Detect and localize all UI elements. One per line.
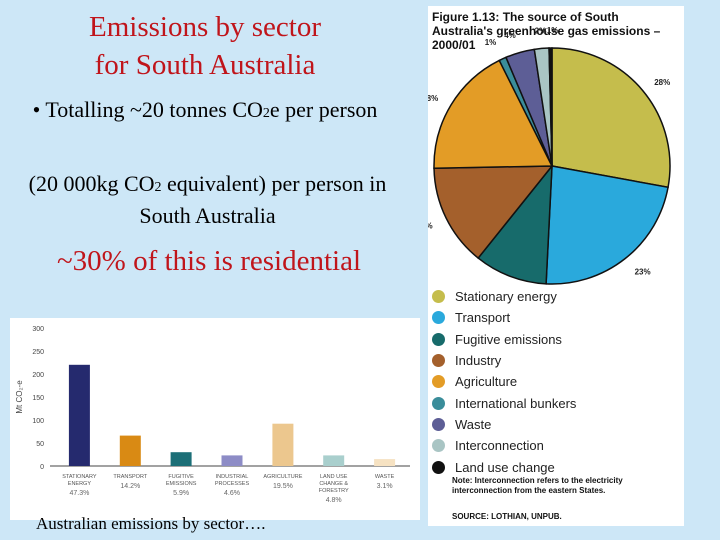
pie-label-agriculture: 18% <box>428 94 438 103</box>
y-tick-label: 100 <box>32 418 44 425</box>
bar-caption: Australian emissions by sector…. <box>36 514 266 533</box>
pie-label-waste: 4% <box>504 31 516 40</box>
bar-stationary-energy <box>68 364 90 466</box>
pie-slice-agriculture <box>433 59 554 169</box>
slide-title: Emissions by sector for South Australia <box>20 8 390 84</box>
title-line-1: Emissions by sector <box>89 11 321 43</box>
x-tick-label: AGRICULTURE <box>263 474 302 480</box>
pie-source: SOURCE: LOTHIAN, UNPUB. <box>452 512 562 521</box>
x-tick-label: FUGITIVE EMISSIONS <box>166 474 197 487</box>
legend-swatch <box>432 332 445 346</box>
pie-title: Figure 1.13: The source of South Austral… <box>432 10 661 52</box>
bar-percent-label: 4.6% <box>224 490 240 497</box>
legend-item-fugitive-emissions: Fugitive emissions <box>432 329 682 350</box>
y-tick-label: 50 <box>36 441 44 448</box>
bar-waste <box>374 459 396 466</box>
legend-item-waste: Waste <box>432 414 682 435</box>
legend-label: Fugitive emissions <box>455 331 562 347</box>
legend-label: Industry <box>455 353 502 369</box>
pie-label-interconnection: 2% <box>535 27 547 36</box>
equiv-text-a: (20 000kg CO <box>28 171 155 196</box>
x-tick-label: STATIONARY ENERGY <box>62 474 97 487</box>
legend-swatch <box>432 290 445 304</box>
y-tick-label: 150 <box>32 395 44 402</box>
title-line-2: for South Australia <box>94 49 316 81</box>
pie-label-international-bunkers: 1% <box>485 38 497 47</box>
legend-swatch <box>432 417 445 431</box>
bar-transport <box>119 435 141 466</box>
legend-label: Transport <box>455 310 511 326</box>
pie-label-industry: 14% <box>428 222 433 231</box>
x-tick-label: LAND USE CHANGE & FORESTRY <box>319 474 349 494</box>
bar-percent-label: 3.1% <box>377 483 393 490</box>
bar-percent-label: 5.9% <box>173 490 189 497</box>
total-text-a: • Totalling ~20 tonnes CO <box>32 97 263 122</box>
bar-industrial-processes <box>221 455 243 466</box>
legend-item-land-use-change: Land use change <box>432 456 682 477</box>
pie-label-transport: 23% <box>635 267 651 276</box>
legend-label: International bunkers <box>455 395 577 411</box>
legend-swatch <box>432 354 445 368</box>
legend-item-agriculture: Agriculture <box>432 371 682 392</box>
legend-item-transport: Transport <box>432 307 682 328</box>
pie-slice-transport <box>545 165 669 285</box>
y-tick-label: 250 <box>32 349 44 356</box>
legend-label: Stationary energy <box>455 289 557 305</box>
bar-agriculture <box>272 423 294 466</box>
y-axis-label: Mt CO₂-e <box>15 380 24 414</box>
pie-figure-panel: Figure 1.13: The source of South Austral… <box>428 6 684 526</box>
equivalent-text: (20 000kg CO2 equivalent) per person in … <box>20 170 395 230</box>
pie-slice-industry <box>433 165 554 260</box>
legend-swatch <box>432 439 445 453</box>
bar-chart: 0 50 100 150 200 250 300 Mt CO₂-e STATIONARY ENER… <box>15 326 410 504</box>
pie-slice-land-use-change <box>548 47 553 167</box>
legend-item-stationary-energy: Stationary energy <box>432 286 682 307</box>
equiv-text-b: equivalent) per person in South Australi… <box>139 171 387 228</box>
legend-item-industry: Industry <box>432 350 682 371</box>
bar-fugitive-emissions <box>170 452 192 466</box>
legend-swatch <box>432 375 445 389</box>
legend-item-international-bunkers: International bunkers <box>432 392 682 413</box>
legend-swatch <box>432 396 445 410</box>
pie-slice-fugitive-emissions <box>477 163 553 285</box>
y-tick-label: 0 <box>40 464 44 471</box>
legend-label: Interconnection <box>455 438 544 454</box>
pie-chart: 28%23%10%14%18%1%4%2%<1% <box>428 26 671 285</box>
pie-label-stationary-energy: 28% <box>654 78 670 87</box>
legend-label: Agriculture <box>455 374 518 390</box>
x-tick-label: INDUSTRIAL PROCESSES <box>215 474 250 487</box>
bar-percent-label: 4.8% <box>326 497 342 504</box>
total-subscript: 2 <box>262 106 270 121</box>
y-tick-label: 300 <box>32 326 44 333</box>
x-tick-label: TRANSPORT <box>113 474 147 480</box>
bar-land-use-change-forestry <box>323 455 345 466</box>
pie-slice-stationary-energy <box>551 47 671 189</box>
legend-swatch <box>432 311 445 325</box>
pie-label-land-use-change: <1% <box>542 26 558 35</box>
bar-figure-panel: 0 50 100 150 200 250 300 Mt CO₂-e STATIONARY ENER… <box>10 318 420 520</box>
bar-percent-label: 19.5% <box>273 483 293 490</box>
residential-share: ~30% of this is residential <box>56 245 362 277</box>
legend-swatch <box>432 460 445 474</box>
pie-note: Note: Interconnection refers to the elec… <box>452 476 623 495</box>
total-text-b: e per person <box>269 97 378 122</box>
legend-label: Waste <box>455 416 492 432</box>
bar-percent-label: 47.3% <box>69 490 89 497</box>
equiv-subscript: 2 <box>154 180 162 195</box>
legend-label: Land use change <box>455 459 555 475</box>
pie-legend: Stationary energy Transport Fugitive emiss… <box>432 286 682 478</box>
total-bullet: • Totalling ~20 tonnes CO2e per person <box>30 96 380 128</box>
bar-percent-label: 14.2% <box>120 483 140 490</box>
x-tick-label: WASTE <box>375 474 395 480</box>
legend-item-interconnection: Interconnection <box>432 435 682 456</box>
y-tick-label: 200 <box>32 372 44 379</box>
